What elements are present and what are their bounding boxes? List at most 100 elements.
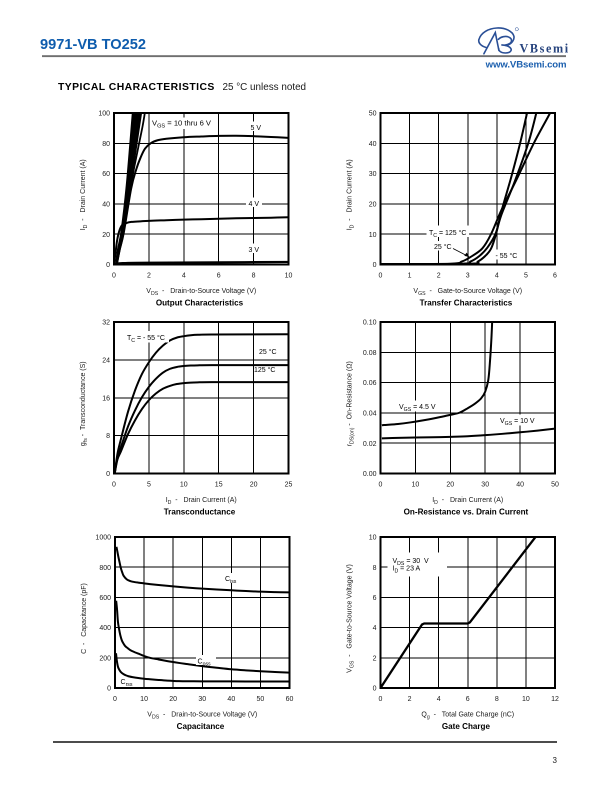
svg-text:6: 6 [373, 595, 377, 602]
svg-text:6: 6 [466, 696, 470, 703]
svg-text:Output Characteristics: Output Characteristics [156, 299, 244, 308]
svg-text:600: 600 [99, 595, 111, 602]
svg-text:VGS = 10 thru 6 V: VGS = 10 thru 6 V [152, 119, 212, 130]
svg-text:8: 8 [252, 273, 256, 280]
svg-text:20: 20 [102, 232, 110, 239]
svg-text:Coss: Coss [198, 659, 212, 668]
svg-text:40: 40 [369, 141, 377, 148]
svg-text:4: 4 [495, 273, 499, 280]
svg-text:15: 15 [215, 482, 223, 489]
svg-text:25 °C: 25 °C [434, 243, 452, 251]
svg-text:0: 0 [107, 686, 111, 693]
svg-text:60: 60 [286, 696, 294, 703]
svg-text:VDS - Drain-to-Source Volta: VDS - Drain-to-Source Voltage (V) [146, 288, 256, 297]
svg-text:10: 10 [285, 273, 293, 280]
svg-text:0.10: 0.10 [363, 320, 377, 327]
svg-text:4: 4 [437, 696, 441, 703]
svg-text:TYPICAL CHARACTERISTICS: TYPICAL CHARACTERISTICS [58, 82, 215, 93]
svg-text:30: 30 [198, 696, 206, 703]
svg-text:TC = 125 °C: TC = 125 °C [429, 229, 467, 239]
svg-text:4 V: 4 V [249, 201, 260, 208]
svg-text:Crss: Crss [121, 679, 133, 688]
svg-text:32: 32 [102, 320, 110, 327]
svg-text:Ciss: Ciss [225, 576, 237, 585]
svg-text:4: 4 [182, 273, 186, 280]
svg-text:0.02: 0.02 [363, 441, 377, 448]
svg-text:60: 60 [102, 171, 110, 178]
svg-text:Qg - Total Gate Charge (nC): Qg - Total Gate Charge (nC) [421, 712, 514, 721]
svg-text:VGS = 4.5 V: VGS = 4.5 V [399, 404, 436, 413]
svg-text:0.00: 0.00 [363, 471, 377, 478]
svg-text:gfs - Transconductance (S): gfs - Transconductance (S) [80, 361, 89, 446]
svg-text:3: 3 [466, 273, 470, 280]
svg-text:0: 0 [106, 471, 110, 478]
svg-text:0: 0 [106, 262, 110, 269]
svg-text:20: 20 [369, 202, 377, 209]
svg-text:125 °C: 125 °C [254, 366, 275, 374]
svg-text:rDS(on) - On-Resistance (Ω): rDS(on) - On-Resistance (Ω) [347, 361, 356, 446]
svg-text:8: 8 [373, 565, 377, 572]
svg-text:12: 12 [551, 696, 559, 703]
svg-text:20: 20 [169, 696, 177, 703]
svg-text:8: 8 [106, 433, 110, 440]
svg-text:Transfer Characteristics: Transfer Characteristics [420, 299, 513, 308]
svg-text:5 V: 5 V [251, 125, 262, 132]
svg-text:400: 400 [99, 625, 111, 632]
svg-text:VGS = 10 V: VGS = 10 V [500, 418, 535, 427]
svg-text:50: 50 [257, 696, 265, 703]
svg-text:2: 2 [408, 696, 412, 703]
svg-text:25 °C unless noted: 25 °C unless noted [223, 82, 307, 93]
svg-text:ID = 23 A: ID = 23 A [393, 566, 421, 575]
svg-text:50: 50 [369, 111, 377, 118]
svg-text:2: 2 [437, 273, 441, 280]
svg-text:30: 30 [369, 171, 377, 178]
svg-text:200: 200 [99, 655, 111, 662]
svg-text:ID - Drain Current (A): ID - Drain Current (A) [432, 497, 503, 506]
svg-text:0: 0 [113, 696, 117, 703]
svg-text:5: 5 [524, 273, 528, 280]
svg-text:1: 1 [408, 273, 412, 280]
svg-text:25: 25 [285, 482, 293, 489]
svg-text:TC = - 55 °C: TC = - 55 °C [127, 334, 165, 344]
svg-text:On-Resistance vs. Drain Curren: On-Resistance vs. Drain Current [404, 508, 529, 517]
svg-text:3: 3 [553, 756, 558, 765]
svg-text:10: 10 [140, 696, 148, 703]
svg-text:16: 16 [102, 395, 110, 402]
svg-text:C - Capacitance (pF): C - Capacitance (pF) [81, 583, 88, 654]
svg-text:40: 40 [102, 202, 110, 209]
svg-text:9971-VB TO252: 9971-VB TO252 [40, 37, 146, 53]
svg-text:0: 0 [112, 482, 116, 489]
svg-text:20: 20 [250, 482, 258, 489]
svg-text:6: 6 [217, 273, 221, 280]
svg-text:0: 0 [373, 686, 377, 693]
svg-text:ID - Drain Current (A): ID - Drain Current (A) [80, 159, 89, 230]
svg-text:VBsemi: VBsemi [520, 42, 570, 56]
svg-text:6: 6 [553, 273, 557, 280]
svg-text:24: 24 [102, 357, 110, 364]
svg-text:40: 40 [227, 696, 235, 703]
svg-text:ID - Drain Current (A): ID - Drain Current (A) [166, 497, 237, 506]
svg-text:0.04: 0.04 [363, 411, 377, 418]
svg-text:0.08: 0.08 [363, 350, 377, 357]
svg-text:2: 2 [373, 655, 377, 662]
svg-text:10: 10 [369, 535, 377, 542]
svg-text:20: 20 [446, 482, 454, 489]
svg-text:VDS - Drain-to-Source Volta: VDS - Drain-to-Source Voltage (V) [147, 712, 257, 721]
svg-text:5: 5 [147, 482, 151, 489]
svg-text:8: 8 [495, 696, 499, 703]
svg-text:www.VBsemi.com: www.VBsemi.com [485, 59, 567, 70]
svg-text:Capacitance: Capacitance [177, 722, 225, 731]
svg-text:10: 10 [369, 232, 377, 239]
svg-text:0: 0 [379, 696, 383, 703]
svg-text:25 °C: 25 °C [259, 348, 277, 356]
svg-text:VGS - Gate-to-Source Voltag: VGS - Gate-to-Source Voltage (V) [347, 564, 356, 673]
svg-text:80: 80 [102, 141, 110, 148]
svg-text:VGS - Gate-to-Source Voltag: VGS - Gate-to-Source Voltage (V) [413, 288, 522, 297]
svg-text:ID - Drain Current (A): ID - Drain Current (A) [347, 159, 356, 230]
svg-text:- 55 °C: - 55 °C [496, 252, 518, 260]
svg-text:800: 800 [99, 565, 111, 572]
svg-text:0: 0 [112, 273, 116, 280]
svg-text:10: 10 [180, 482, 188, 489]
svg-text:0: 0 [373, 262, 377, 269]
svg-text:0: 0 [379, 273, 383, 280]
